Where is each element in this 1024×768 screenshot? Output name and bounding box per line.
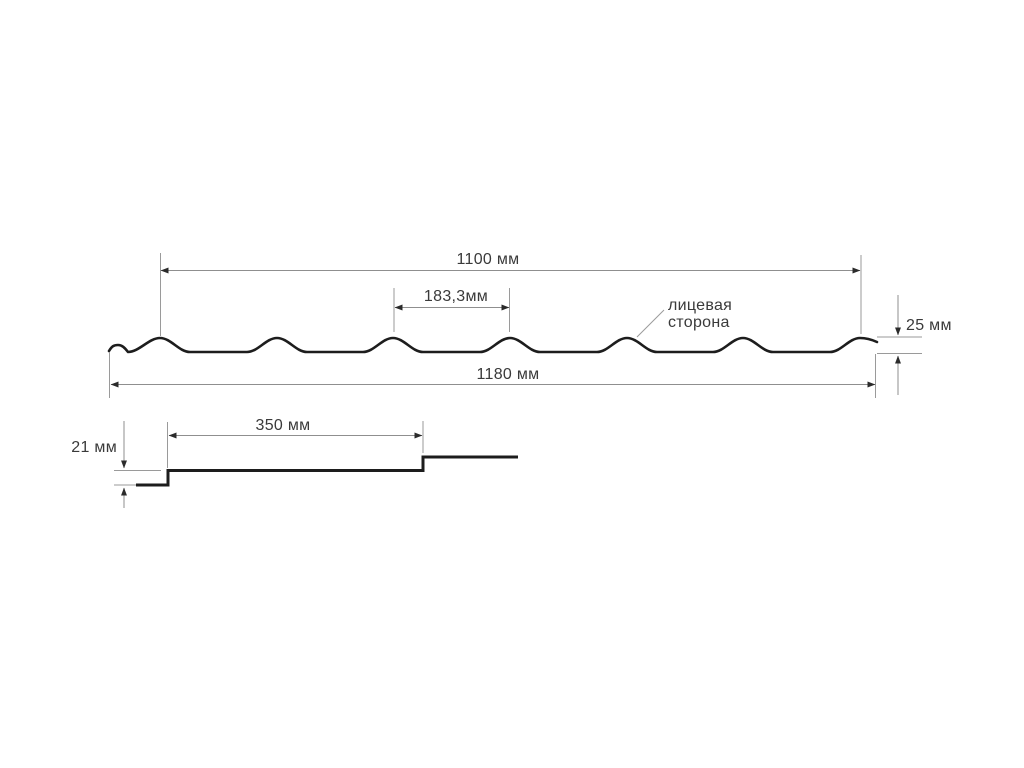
longitudinal-step-profile [136,455,518,487]
dimension-step-height: 21 мм [71,421,161,508]
leader-line [636,309,665,338]
face-side-label: лицевая сторона [636,297,732,338]
dimension-module-width: 183,3мм [393,288,510,332]
dimension-label: 25 мм [906,317,952,334]
dimension-label: 1100 мм [457,251,520,268]
face-side-label-line1: лицевая [668,297,732,314]
face-side-label-line2: сторона [668,314,730,331]
dimension-step-length: 350 мм [167,417,424,468]
dimension-profile-height: 25 мм [877,295,952,395]
transverse-profile [107,336,879,354]
dimension-label: 21 мм [71,439,117,456]
dimension-label: 183,3мм [424,288,488,305]
dimension-label: 350 мм [256,417,311,434]
dimension-label: 1180 мм [477,366,540,383]
dimension-total-width: 1180 мм [109,352,876,398]
dimension-working-width: 1100 мм [160,251,862,336]
step-profile-path [136,455,518,487]
wave-profile-path [107,336,879,354]
